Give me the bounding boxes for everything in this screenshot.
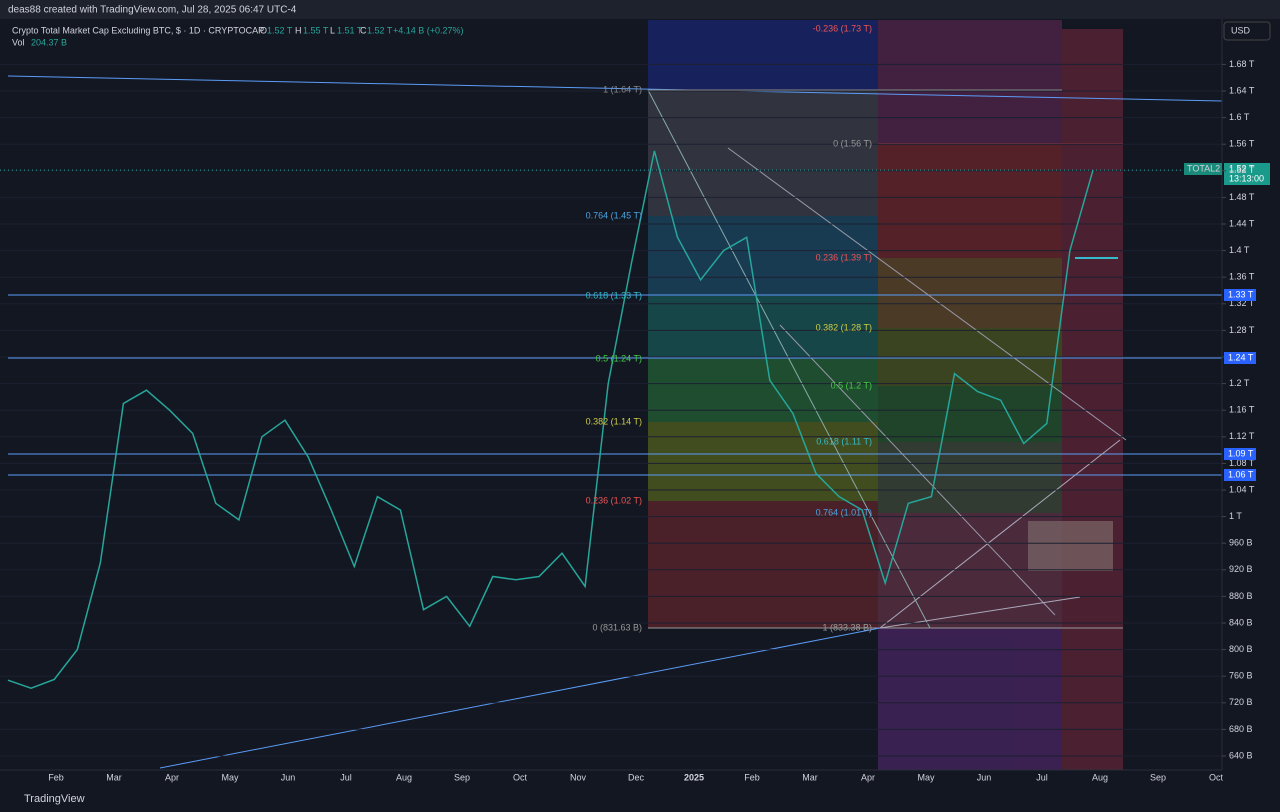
x-tick-label: Aug bbox=[396, 772, 412, 782]
y-tick-label: 800 B bbox=[1229, 644, 1253, 654]
price-tag-bg bbox=[1224, 163, 1270, 185]
change: +4.14 B (+0.27%) bbox=[393, 25, 464, 35]
fib-label: 0 (831.63 B) bbox=[592, 622, 642, 632]
x-tick-label: May bbox=[221, 772, 239, 782]
x-tick-label: Mar bbox=[106, 772, 122, 782]
line-tag-bg bbox=[1224, 469, 1256, 481]
fib-label: 1 (1.64 T) bbox=[603, 84, 642, 94]
y-tick-label: 1.52 T bbox=[1229, 165, 1255, 175]
x-tick-label: Jun bbox=[977, 772, 992, 782]
drawings bbox=[7, 75, 1223, 769]
y-tick-label: 1.68 T bbox=[1229, 59, 1255, 69]
x-tick-label: Feb bbox=[744, 772, 760, 782]
fib-label: 0.382 (1.28 T) bbox=[816, 322, 872, 332]
line-tag: 1.33 T bbox=[1228, 289, 1254, 299]
y-tick-label: 1.6 T bbox=[1229, 112, 1250, 122]
fib-label: 0.382 (1.14 T) bbox=[586, 416, 642, 426]
ohlc-label: O bbox=[260, 25, 267, 35]
fib-label: 0 (1.56 T) bbox=[833, 138, 872, 148]
fib-zones bbox=[648, 20, 1123, 770]
top-bar bbox=[0, 0, 1280, 19]
ohlc-value: 1.52 T bbox=[267, 25, 293, 35]
ohlc-label: H bbox=[295, 25, 302, 35]
y-tick-label: 1.12 T bbox=[1229, 431, 1255, 441]
fib-label: 0.236 (1.39 T) bbox=[816, 252, 872, 262]
line-tag: 1.24 T bbox=[1228, 352, 1254, 362]
credit: deas88 created with TradingView.com, Jul… bbox=[8, 5, 297, 16]
line-tag-bg bbox=[1224, 352, 1256, 364]
y-tick-label: 1 T bbox=[1229, 511, 1242, 521]
x-tick-label: May bbox=[917, 772, 935, 782]
y-tick-label: 640 B bbox=[1229, 750, 1253, 760]
fib-label: 0.764 (1.45 T) bbox=[586, 210, 642, 220]
fib-label: 0.764 (1.01 T) bbox=[816, 507, 872, 517]
fib-label: 0.5 (1.24 T) bbox=[596, 353, 642, 363]
x-tick-label: Feb bbox=[48, 772, 64, 782]
x-tick-label: Sep bbox=[454, 772, 470, 782]
ohlc-value: 1.55 T bbox=[303, 25, 329, 35]
line-tag: 1.06 T bbox=[1228, 469, 1254, 479]
y-tick-label: 1.36 T bbox=[1229, 272, 1255, 282]
y-tick-label: 1.64 T bbox=[1229, 85, 1255, 95]
footer bbox=[0, 786, 1280, 812]
x-tick-label: Nov bbox=[570, 772, 587, 782]
ohlc-label: L bbox=[330, 25, 335, 35]
x-tick-label: Apr bbox=[165, 772, 179, 782]
x-tick-label: Apr bbox=[861, 772, 875, 782]
x-tick-label: 2025 bbox=[684, 772, 704, 782]
line-tag: 1.09 T bbox=[1228, 448, 1254, 458]
currency[interactable]: USD bbox=[1231, 25, 1251, 35]
fib-label: 0.5 (1.2 T) bbox=[831, 380, 872, 390]
y-tick-label: 960 B bbox=[1229, 538, 1253, 548]
ohlc-value: 1.52 T bbox=[367, 25, 393, 35]
price-tag-countdown: 13:13:00 bbox=[1229, 173, 1264, 183]
y-tick-label: 1.28 T bbox=[1229, 325, 1255, 335]
y-tick-label: 1.16 T bbox=[1229, 405, 1255, 415]
y-tick-label: 1.56 T bbox=[1229, 139, 1255, 149]
x-tick-label: Oct bbox=[513, 772, 528, 782]
y-tick-label: 840 B bbox=[1229, 617, 1253, 627]
price-tag-price: 1.52 T bbox=[1229, 163, 1255, 173]
ohlc-label: C bbox=[360, 25, 367, 35]
x-tick-label: Aug bbox=[1092, 772, 1108, 782]
y-tick-label: 1.48 T bbox=[1229, 192, 1255, 202]
y-tick-label: 760 B bbox=[1229, 671, 1253, 681]
y-tick-label: 1.44 T bbox=[1229, 218, 1255, 228]
y-tick-label: 920 B bbox=[1229, 564, 1253, 574]
y-tick-label: 1.08 T bbox=[1229, 458, 1255, 468]
price-tag-name: TOTAL2 bbox=[1187, 163, 1220, 173]
y-tick-label: 1.32 T bbox=[1229, 298, 1255, 308]
y-tick-label: 720 B bbox=[1229, 697, 1253, 707]
x-tick-label: Oct bbox=[1209, 772, 1224, 782]
ohlc-value: 1.51 T bbox=[337, 25, 363, 35]
y-tick-label: 1.4 T bbox=[1229, 245, 1250, 255]
fib-label: 0.236 (1.02 T) bbox=[586, 495, 642, 505]
currency-button[interactable] bbox=[1223, 21, 1271, 41]
y-tick-label: 1.04 T bbox=[1229, 484, 1255, 494]
x-tick-label: Jun bbox=[281, 772, 296, 782]
fib-label: 0.618 (1.33 T) bbox=[586, 290, 642, 300]
fib-label: 1 (833.38 B) bbox=[822, 622, 872, 632]
y-tick-label: 880 B bbox=[1229, 591, 1253, 601]
x-tick-label: Jul bbox=[1036, 772, 1048, 782]
price-tag-name-bg bbox=[1184, 163, 1222, 175]
x-tick-label: Dec bbox=[628, 772, 645, 782]
x-tick-label: Jul bbox=[340, 772, 352, 782]
y-tick-label: 680 B bbox=[1229, 724, 1253, 734]
price-line bbox=[7, 150, 1094, 689]
price-layer bbox=[0, 63, 1222, 757]
x-tick-label: Sep bbox=[1150, 772, 1166, 782]
symbol: Crypto Total Market Cap Excluding BTC, $… bbox=[12, 25, 264, 35]
x-tick-label: Mar bbox=[802, 772, 818, 782]
fib-label: 0.618 (1.11 T) bbox=[816, 436, 872, 446]
line-tag-bg bbox=[1224, 448, 1256, 460]
y-tick-label: 1.2 T bbox=[1229, 378, 1250, 388]
footer-logo: TradingView bbox=[24, 793, 85, 805]
vol-label: Vol bbox=[12, 37, 25, 47]
fib-label: -0.236 (1.73 T) bbox=[813, 23, 872, 33]
vol-value: 204.37 B bbox=[31, 37, 67, 47]
line-tag-bg bbox=[1224, 289, 1256, 301]
